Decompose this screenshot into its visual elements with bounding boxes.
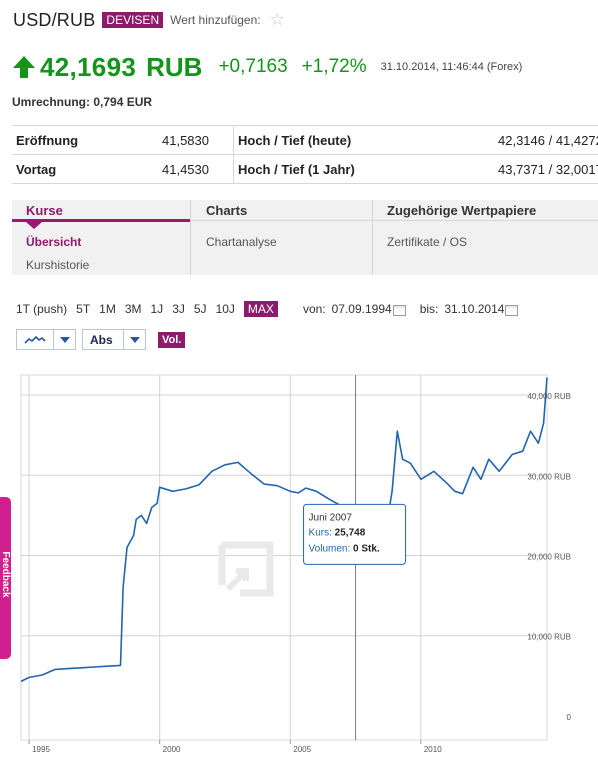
tooltip-volume: Volumen: 0 Stk. (309, 543, 380, 554)
tooltip-box (303, 503, 407, 565)
up-arrow-icon (13, 56, 35, 78)
calendar-icon[interactable] (505, 304, 519, 316)
chevron-down-icon[interactable] (53, 330, 75, 349)
quote-row: 42,1693 RUB +0,7163 +1,72% 31.10.2014, 1… (12, 50, 522, 84)
last-price: 42,1693 (40, 51, 137, 82)
plot-area (20, 374, 548, 741)
table-row: Vortag 41,4530 Hoch / Tief (1 Jahr) 43,7… (12, 155, 598, 184)
range-3j[interactable]: 3J (172, 302, 185, 316)
chart-type-dropdown[interactable] (16, 329, 76, 350)
divider (233, 126, 234, 154)
stat-label: Vortag (16, 162, 57, 177)
stat-value: 42,3146 / 41,4272 (498, 133, 598, 148)
price-change-percent: +1,72% (301, 56, 367, 77)
to-label: bis: (419, 302, 439, 316)
from-date-input[interactable]: 07.09.1994 (331, 302, 392, 316)
range-1t[interactable]: 1T (push) (16, 302, 68, 316)
time-range-selector: 1T (push) 5T 1M 3M 1J 3J 5J 10J MAX von:… (16, 300, 519, 318)
range-max[interactable]: MAX (243, 301, 278, 317)
y-tick-label: 20,000 RUB (527, 552, 571, 561)
from-label: von: (302, 302, 326, 316)
stat-value: 41,5830 (162, 133, 209, 148)
x-tick-label: 2010 (424, 745, 442, 754)
chevron-down-icon[interactable] (123, 330, 145, 349)
divider (12, 220, 598, 221)
link-chartanalyse[interactable]: Chartanalyse (206, 235, 277, 249)
range-3m[interactable]: 3M (124, 302, 142, 316)
divider (233, 155, 234, 183)
y-tick-label: 30,000 RUB (527, 472, 571, 481)
price-change: +0,7163 (218, 56, 288, 77)
volume-toggle[interactable]: Vol. (158, 331, 186, 348)
range-1m[interactable]: 1M (99, 302, 116, 316)
stat-label: Hoch / Tief (heute) (238, 133, 352, 148)
line-chart-icon (17, 335, 53, 345)
active-tab-caret (26, 222, 42, 229)
range-10j[interactable]: 10J (215, 302, 235, 316)
price-chart[interactable]: 40,000 RUB 30,000 RUB 20,000 RUB 10,000 RUB… (0, 365, 598, 765)
calendar-icon[interactable] (392, 304, 406, 316)
conversion-text: Umrechnung: 0,794 EUR (12, 95, 153, 109)
stats-table: Eröffnung 41,5830 Hoch / Tief (heute) 42… (12, 125, 598, 184)
chart-svg[interactable]: 40,000 RUB 30,000 RUB 20,000 RUB 10,000 RUB… (0, 365, 598, 765)
ariva-logo-icon (218, 541, 274, 597)
stat-value: 43,7371 / 32,0017 (498, 162, 598, 177)
link-kurshistorie[interactable]: Kurshistorie (26, 258, 90, 272)
link-uebersicht[interactable]: Übersicht (26, 235, 82, 249)
page-header: USD/RUB DEVISEN Wert hinzufügen: ☆ (13, 8, 285, 32)
price-currency: RUB (146, 51, 203, 82)
x-tick-label: 2000 (163, 745, 181, 754)
link-zertifikate-os[interactable]: Zertifikate / OS (387, 235, 468, 249)
active-tab-indicator (12, 219, 190, 222)
range-5j[interactable]: 5J (193, 302, 207, 316)
x-tick-label: 2005 (293, 745, 311, 754)
stat-value: 41,4530 (162, 162, 209, 177)
divider (190, 200, 191, 275)
tab-zugehoerige-wertpapiere[interactable]: Zugehörige Wertpapiere (387, 203, 537, 218)
range-1j[interactable]: 1J (150, 302, 164, 316)
y-tick-label: 0 (567, 713, 572, 722)
scale-dropdown[interactable]: Abs (82, 329, 146, 350)
page-title: USD/RUB (13, 9, 96, 30)
star-icon[interactable]: ☆ (269, 10, 285, 29)
feedback-tab[interactable]: Feedback (0, 497, 11, 659)
price-series-line (20, 377, 548, 683)
asset-class-badge[interactable]: DEVISEN (102, 12, 164, 28)
y-tick-label: 10,000 RUB (527, 633, 571, 642)
scale-value: Abs (90, 332, 113, 347)
quote-timestamp: 31.10.2014, 11:46:44 (Forex) (380, 61, 523, 73)
tooltip-price: Kurs: 25,748 (309, 527, 366, 538)
tab-charts[interactable]: Charts (206, 203, 248, 218)
chart-controls: Abs Vol. (16, 329, 186, 350)
x-tick-label: 1995 (32, 745, 50, 754)
stat-label: Hoch / Tief (1 Jahr) (238, 162, 355, 177)
tooltip-date: Juni 2007 (309, 512, 353, 523)
feedback-label: Feedback (0, 551, 11, 598)
tab-kurse[interactable]: Kurse (26, 203, 63, 218)
add-to-watchlist-label: Wert hinzufügen: (170, 13, 261, 27)
table-row: Eröffnung 41,5830 Hoch / Tief (heute) 42… (12, 126, 598, 155)
y-tick-label: 40,000 RUB (527, 392, 571, 401)
divider (372, 200, 373, 275)
stat-label: Eröffnung (16, 133, 79, 148)
section-navigation: Kurse Übersicht Kurshistorie Charts Char… (12, 200, 598, 275)
range-5t[interactable]: 5T (76, 302, 91, 316)
to-date-input[interactable]: 31.10.2014 (444, 302, 505, 316)
